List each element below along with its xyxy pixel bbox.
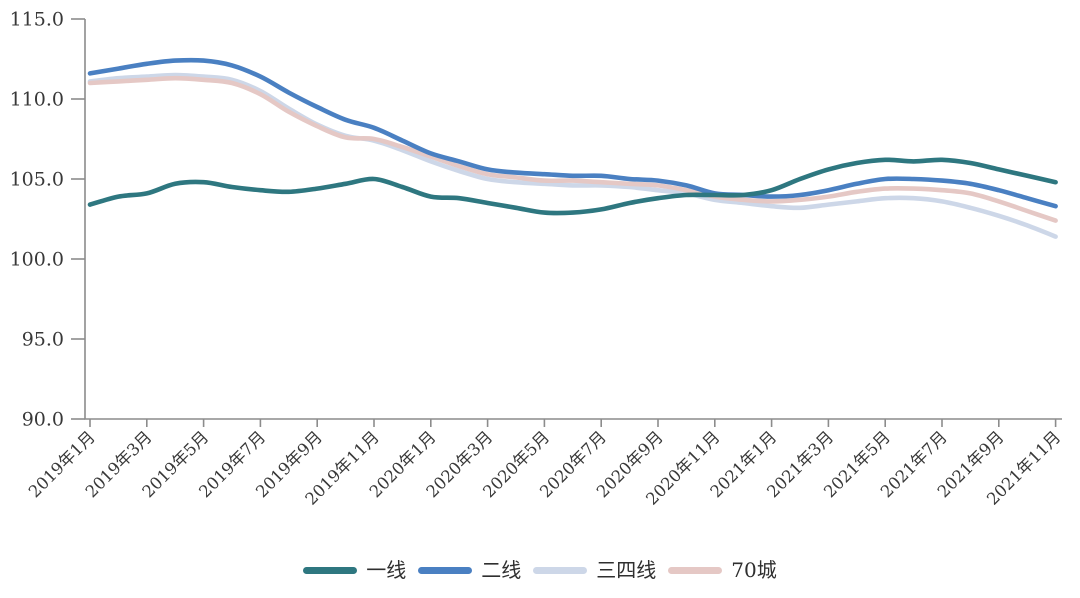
legend-swatch-tier1 xyxy=(303,566,358,574)
y-tick-label: 105.0 xyxy=(10,169,64,191)
legend-label-cities70: 70城 xyxy=(731,558,777,582)
chart-legend: 一线 二线 三四线 70城 xyxy=(0,552,1080,588)
legend-label-tier1: 一线 xyxy=(366,558,407,582)
y-tick-label: 95.0 xyxy=(22,329,64,351)
y-tick-label: 100.0 xyxy=(10,249,64,271)
series-line-tier34 xyxy=(87,72,1058,239)
legend-label-tier2: 二线 xyxy=(481,558,522,582)
y-tick-label: 90.0 xyxy=(22,409,64,431)
legend-item-tier34: 三四线 xyxy=(533,560,656,580)
series-line-tier2 xyxy=(87,57,1058,209)
series-line-cities70 xyxy=(87,75,1058,223)
legend-item-tier1: 一线 xyxy=(303,560,406,580)
series-line-tier1 xyxy=(87,157,1058,216)
legend-item-tier2: 二线 xyxy=(418,560,521,580)
legend-swatch-tier2 xyxy=(418,566,473,574)
legend-item-cities70: 70城 xyxy=(668,558,777,582)
y-tick-label: 110.0 xyxy=(10,89,64,111)
y-tick-label: 115.0 xyxy=(10,9,64,31)
legend-swatch-cities70 xyxy=(668,566,723,574)
legend-swatch-tier34 xyxy=(533,566,588,574)
legend-label-tier34: 三四线 xyxy=(596,558,657,582)
line-chart: 90.095.0100.0105.0110.0115.02019年1月2019年… xyxy=(10,9,1065,509)
